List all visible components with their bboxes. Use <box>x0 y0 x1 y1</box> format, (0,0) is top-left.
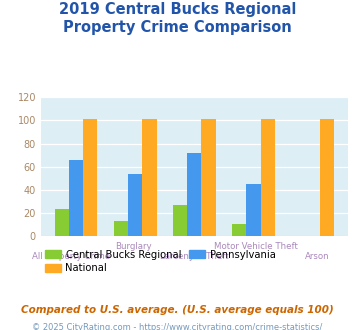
Bar <box>261 119 275 236</box>
Text: 2019 Central Bucks Regional
Property Crime Comparison: 2019 Central Bucks Regional Property Cri… <box>59 2 296 35</box>
Bar <box>320 119 334 236</box>
Bar <box>232 224 246 236</box>
Text: © 2025 CityRating.com - https://www.cityrating.com/crime-statistics/: © 2025 CityRating.com - https://www.city… <box>32 323 323 330</box>
Text: Larceny & Theft: Larceny & Theft <box>160 252 229 261</box>
Text: Compared to U.S. average. (U.S. average equals 100): Compared to U.S. average. (U.S. average … <box>21 305 334 315</box>
Bar <box>246 184 261 236</box>
Bar <box>55 210 69 236</box>
Bar <box>142 119 157 236</box>
Text: All Property Crime: All Property Crime <box>32 252 111 261</box>
Text: Motor Vehicle Theft: Motor Vehicle Theft <box>214 242 298 250</box>
Bar <box>201 119 215 236</box>
Bar <box>173 205 187 236</box>
Bar <box>187 153 201 236</box>
Bar <box>114 221 128 236</box>
Bar <box>128 174 142 236</box>
Text: Arson: Arson <box>305 252 329 261</box>
Legend: Central Bucks Regional, National, Pennsylvania: Central Bucks Regional, National, Pennsy… <box>40 246 280 277</box>
Text: Burglary: Burglary <box>115 242 151 250</box>
Bar <box>83 119 97 236</box>
Bar <box>69 160 83 236</box>
